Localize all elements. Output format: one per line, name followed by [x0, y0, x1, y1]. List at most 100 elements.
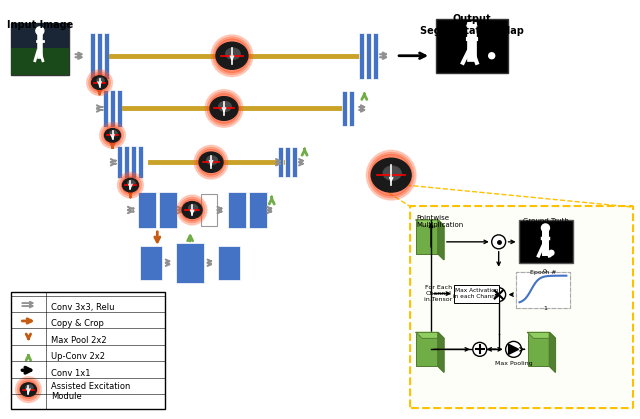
Text: Conv 3x3, Relu: Conv 3x3, Relu: [51, 303, 115, 312]
Circle shape: [100, 122, 125, 148]
Ellipse shape: [210, 97, 238, 120]
Circle shape: [177, 195, 207, 225]
Text: Max Pooling: Max Pooling: [495, 361, 532, 366]
Bar: [359, 33, 364, 79]
Circle shape: [492, 287, 506, 302]
Bar: [11, 23, 68, 75]
Bar: [518, 220, 573, 263]
Ellipse shape: [219, 102, 231, 111]
Text: 1: 1: [543, 305, 547, 310]
Ellipse shape: [216, 42, 248, 69]
Bar: [372, 33, 378, 79]
Polygon shape: [416, 332, 444, 339]
Text: Conv 1x1: Conv 1x1: [51, 369, 90, 378]
Ellipse shape: [92, 76, 108, 89]
Circle shape: [102, 124, 124, 146]
Circle shape: [368, 152, 414, 198]
Ellipse shape: [189, 204, 198, 212]
Bar: [516, 272, 570, 308]
Text: Output
Segmentation Map: Output Segmentation Map: [420, 14, 524, 36]
Bar: [454, 285, 499, 303]
Circle shape: [207, 92, 241, 125]
Ellipse shape: [110, 131, 117, 136]
Circle shape: [194, 145, 228, 179]
Bar: [292, 147, 297, 177]
Text: Up-Conv 2x2: Up-Conv 2x2: [51, 352, 105, 361]
Ellipse shape: [207, 156, 218, 164]
Circle shape: [467, 22, 477, 32]
Text: Epoch #: Epoch #: [530, 270, 556, 275]
Circle shape: [549, 250, 554, 255]
Circle shape: [198, 149, 224, 175]
Bar: [117, 90, 122, 127]
Text: Pointwise
Multiplication: Pointwise Multiplication: [416, 215, 463, 228]
Text: Input Image: Input Image: [7, 20, 73, 30]
Ellipse shape: [26, 385, 33, 391]
Ellipse shape: [182, 202, 202, 218]
Ellipse shape: [122, 178, 138, 192]
Circle shape: [366, 150, 416, 200]
Circle shape: [489, 53, 495, 59]
Circle shape: [91, 74, 109, 92]
Circle shape: [122, 176, 140, 194]
Bar: [527, 332, 549, 366]
Text: Max Activation
in each Channel: Max Activation in each Channel: [452, 288, 500, 299]
Bar: [249, 192, 267, 228]
Bar: [278, 147, 284, 177]
Bar: [201, 194, 217, 226]
Ellipse shape: [226, 48, 240, 59]
Circle shape: [15, 377, 42, 403]
Bar: [138, 192, 156, 228]
Bar: [436, 19, 508, 72]
Bar: [97, 33, 102, 79]
Bar: [118, 146, 122, 178]
Polygon shape: [438, 332, 444, 372]
Bar: [138, 146, 143, 178]
FancyBboxPatch shape: [410, 206, 633, 408]
Circle shape: [205, 90, 243, 127]
Circle shape: [211, 35, 253, 77]
Text: Assisted Excitation
Module: Assisted Excitation Module: [51, 382, 130, 401]
Bar: [349, 91, 355, 127]
Polygon shape: [509, 344, 518, 354]
Circle shape: [506, 341, 522, 357]
Bar: [90, 33, 95, 79]
Bar: [228, 192, 246, 228]
Circle shape: [213, 37, 251, 75]
Bar: [11, 48, 68, 75]
Bar: [110, 90, 115, 127]
Circle shape: [181, 199, 203, 221]
Circle shape: [209, 93, 239, 124]
Bar: [366, 33, 371, 79]
Polygon shape: [438, 220, 444, 260]
Bar: [103, 90, 108, 127]
Circle shape: [88, 72, 111, 93]
Bar: [176, 243, 204, 283]
Circle shape: [17, 379, 40, 401]
Polygon shape: [549, 332, 556, 372]
Bar: [416, 332, 438, 366]
Ellipse shape: [371, 158, 411, 192]
Bar: [285, 147, 290, 177]
Bar: [104, 33, 109, 79]
Circle shape: [120, 174, 141, 196]
Text: For Each
Channel
in Tensor: For Each Channel in Tensor: [424, 285, 452, 302]
Bar: [159, 192, 177, 228]
Polygon shape: [527, 332, 556, 339]
Ellipse shape: [97, 78, 104, 83]
Circle shape: [492, 235, 506, 249]
Bar: [218, 246, 240, 279]
Circle shape: [118, 172, 143, 198]
Text: Ground Truth: Ground Truth: [522, 218, 568, 224]
Ellipse shape: [383, 166, 401, 180]
Circle shape: [179, 197, 205, 223]
Bar: [11, 292, 165, 409]
Text: Max Pool 2x2: Max Pool 2x2: [51, 336, 106, 345]
Circle shape: [104, 127, 122, 144]
Text: Copy & Crop: Copy & Crop: [51, 319, 104, 328]
Bar: [124, 146, 129, 178]
Bar: [11, 23, 68, 48]
Circle shape: [86, 70, 113, 96]
Text: 0: 0: [543, 269, 547, 274]
Bar: [131, 146, 136, 178]
